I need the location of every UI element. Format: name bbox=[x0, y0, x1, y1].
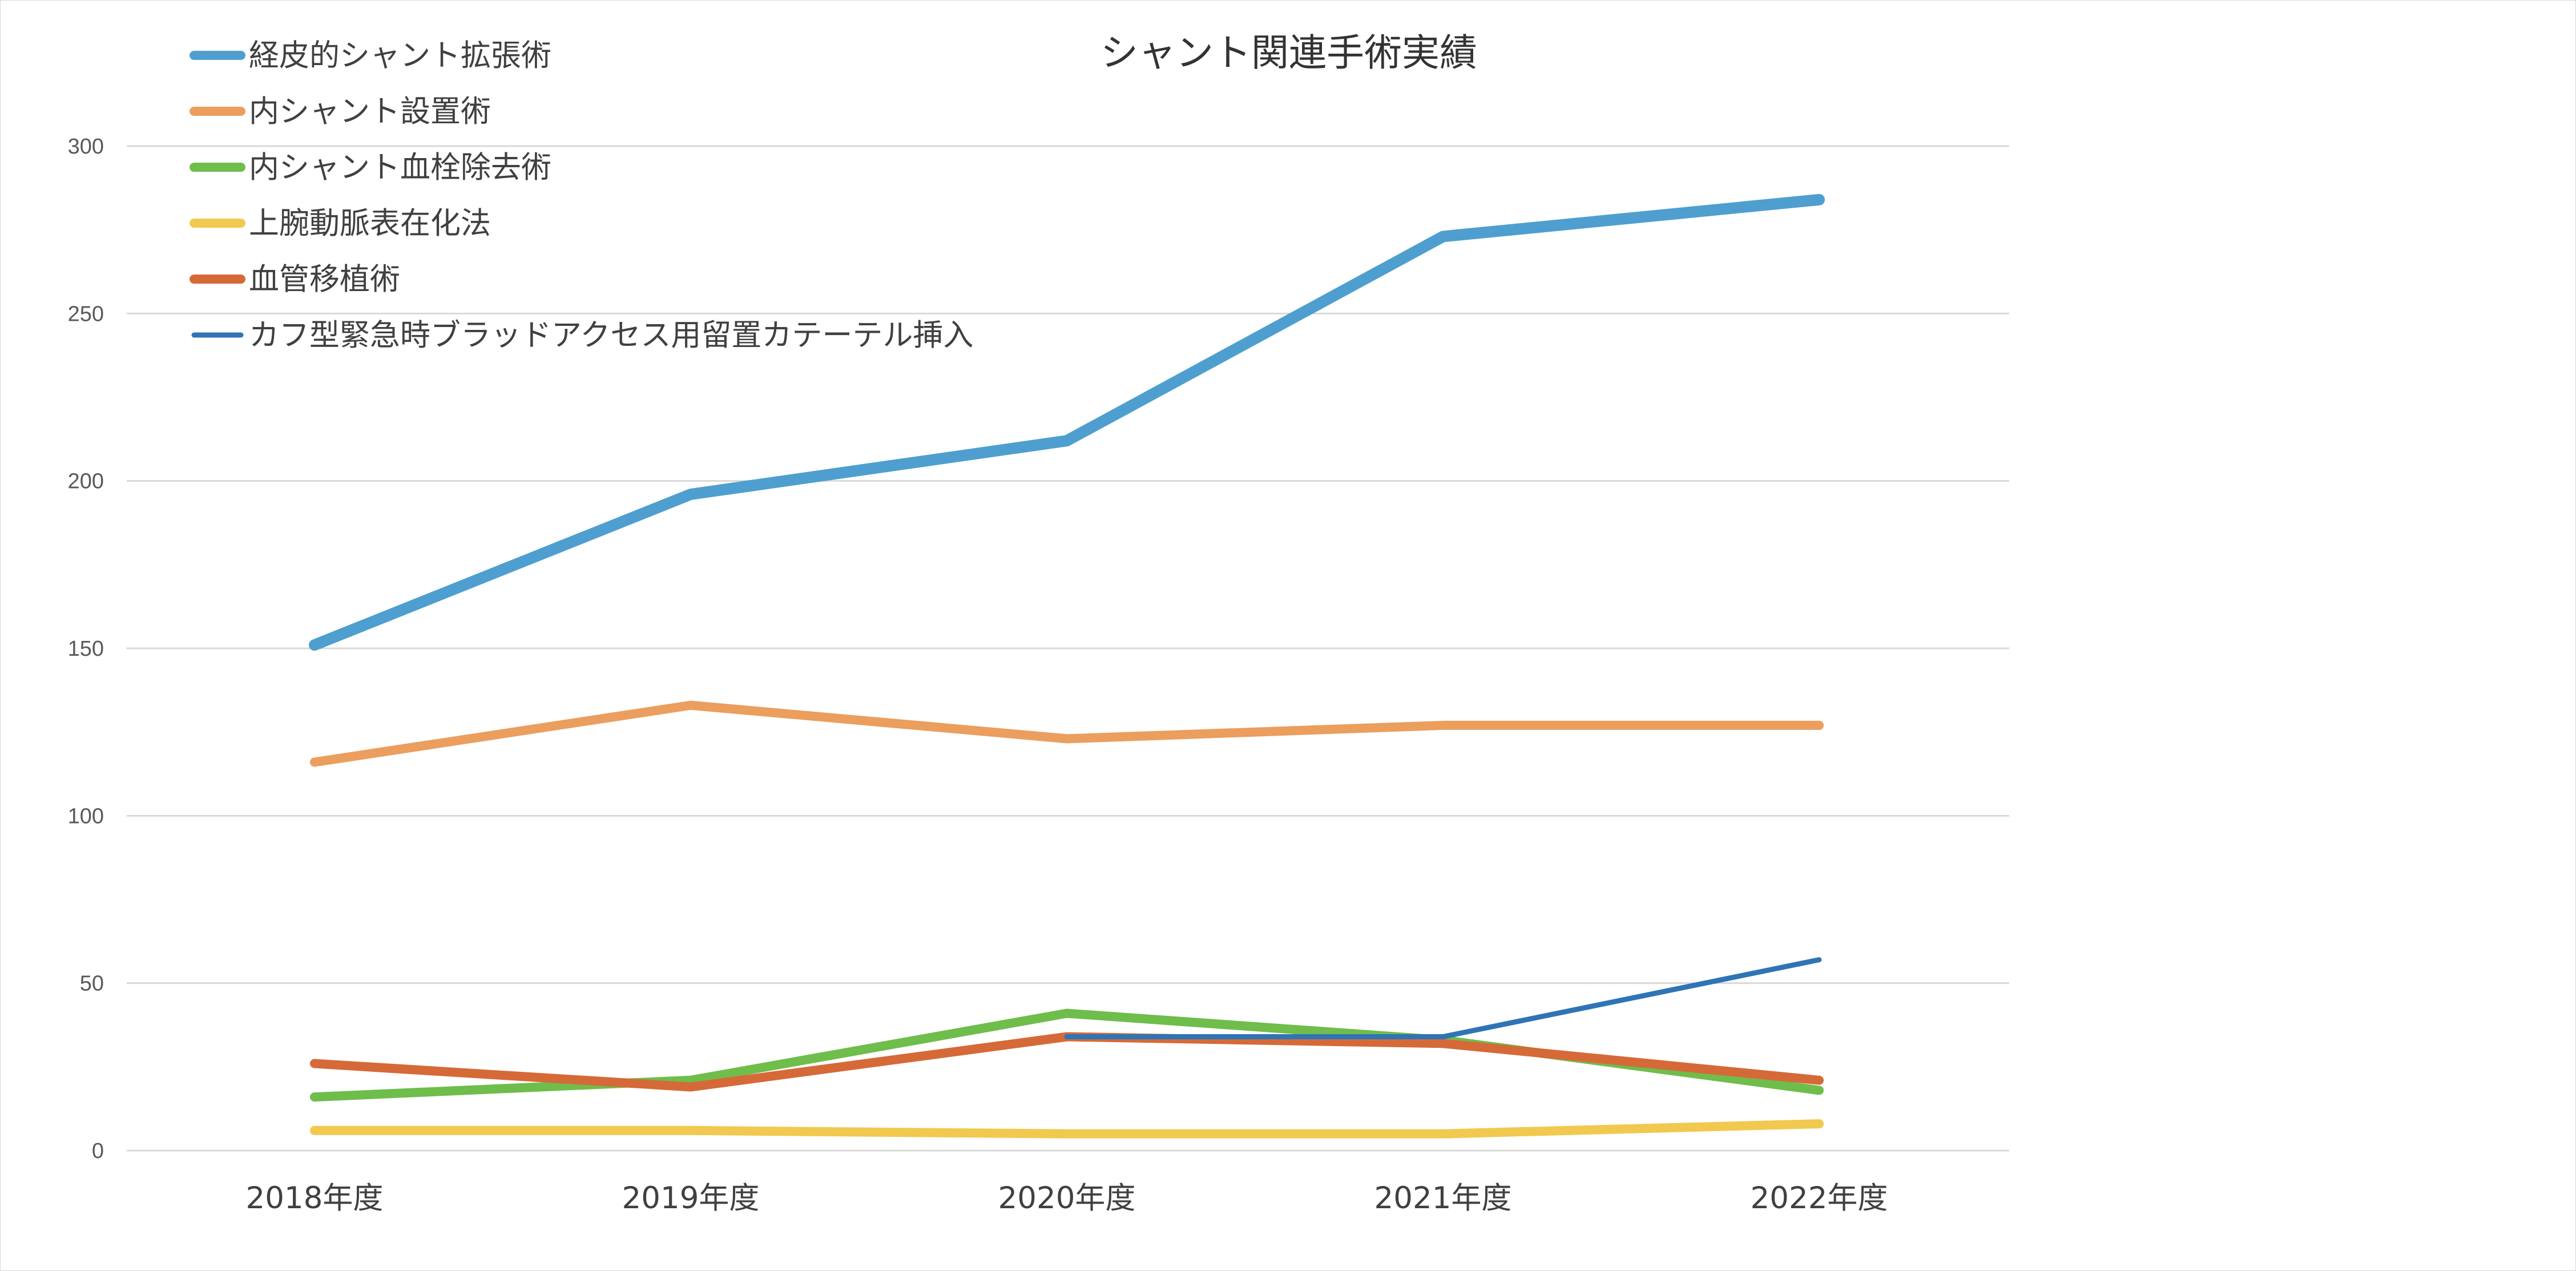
series-line-4 bbox=[310, 1119, 1824, 1139]
series-line-6 bbox=[1064, 957, 1822, 1040]
series-line-5 bbox=[310, 1032, 1824, 1092]
x-axis-tick-labels: 2018年度 2019年度 2020年度 2021年度 2022年度 bbox=[246, 1181, 1888, 1216]
y-tick-label: 100 bbox=[68, 804, 104, 828]
y-tick-label: 300 bbox=[68, 135, 104, 159]
series-lines bbox=[309, 193, 1825, 1139]
series-line-1 bbox=[309, 193, 1825, 651]
legend: 経皮的シャント拡張術内シャント設置術内シャント血栓除去術上腕動脈表在化法血管移植… bbox=[190, 38, 973, 353]
legend-label: 内シャント血栓除去術 bbox=[249, 150, 551, 185]
x-tick-label: 2020年度 bbox=[998, 1181, 1136, 1216]
legend-label: 上腕動脈表在化法 bbox=[249, 206, 491, 241]
x-tick-label: 2021年度 bbox=[1374, 1181, 1512, 1216]
y-tick-label: 200 bbox=[68, 470, 104, 494]
y-tick-label: 0 bbox=[92, 1139, 104, 1163]
y-tick-label: 50 bbox=[80, 972, 104, 996]
legend-label: 経皮的シャント拡張術 bbox=[249, 38, 551, 73]
chart-title: シャント関連手術実績 bbox=[1100, 31, 1477, 75]
legend-label: カフ型緊急時ブラッドアクセス用留置カテーテル挿入 bbox=[249, 318, 973, 353]
x-tick-label: 2018年度 bbox=[246, 1181, 384, 1216]
x-tick-label: 2022年度 bbox=[1751, 1181, 1888, 1216]
y-tick-label: 250 bbox=[68, 302, 104, 326]
legend-label: 内シャント設置術 bbox=[249, 94, 491, 129]
legend-label: 血管移植術 bbox=[249, 262, 400, 297]
x-tick-label: 2019年度 bbox=[622, 1181, 760, 1216]
series-line-2 bbox=[310, 700, 1824, 767]
y-tick-label: 150 bbox=[68, 637, 104, 661]
gridlines bbox=[127, 145, 2009, 1152]
y-axis-tick-labels: 0 50 100 150 200 250 300 bbox=[68, 135, 104, 1163]
